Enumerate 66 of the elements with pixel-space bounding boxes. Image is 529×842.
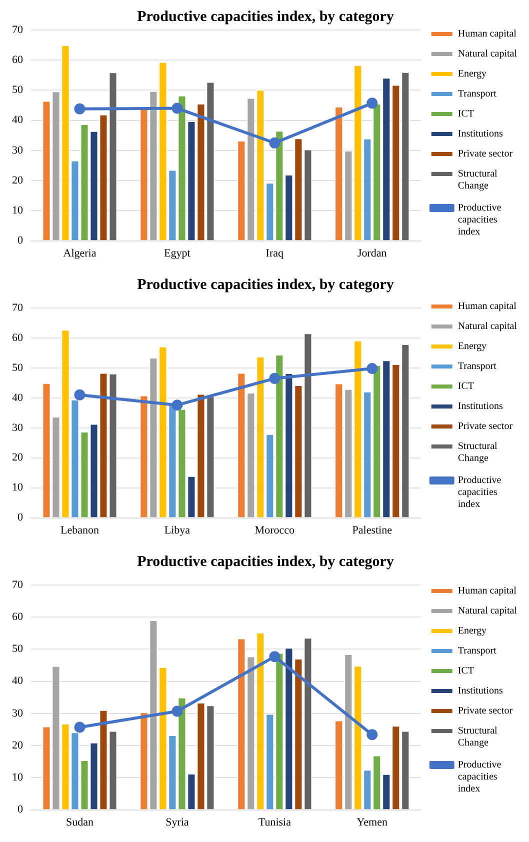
legend-label: ICT (458, 108, 474, 120)
legend-label: Productive capacities index (458, 760, 502, 795)
x-tick-label: Lebanon (60, 524, 100, 536)
legend-label: Private sector (458, 148, 514, 160)
legend-label: Natural capital (458, 321, 518, 332)
legend-label: Transport (458, 88, 497, 100)
x-tick-label: Syria (166, 816, 189, 828)
y-tick-label: 20 (12, 452, 24, 464)
x-tick-label: Yemen (356, 816, 388, 828)
legend-label: Private sector (458, 706, 514, 717)
y-tick-label: 0 (18, 234, 24, 247)
legend-label: Institutions (458, 401, 503, 412)
y-tick-label: 60 (12, 332, 24, 344)
legend-label: Structural Change (458, 168, 498, 192)
y-tick-label: 70 (12, 24, 24, 36)
legend-label: Structural Change (458, 726, 498, 749)
y-tick-label: 40 (12, 114, 24, 126)
legend-label: Institutions (458, 686, 503, 697)
y-tick-label: 20 (12, 174, 24, 186)
legend-label: Energy (458, 341, 487, 352)
legend-label: Productive capacities index (458, 475, 502, 510)
legend-label: Transport (458, 361, 497, 372)
legend-label: ICT (458, 381, 474, 392)
x-tick-label: Jordan (357, 247, 388, 260)
y-tick-label: 10 (12, 204, 24, 217)
x-tick-label: Egypt (164, 247, 190, 260)
legend-label: Human capital (458, 586, 517, 597)
y-tick-label: 20 (12, 739, 24, 752)
x-tick-label: Sudan (66, 816, 94, 828)
legend-label: Productive capacities index (458, 202, 502, 238)
legend-label: Institutions (458, 128, 503, 140)
x-tick-label: Palestine (352, 524, 392, 536)
legend-label: Energy (458, 626, 487, 637)
legend-label: Human capital (458, 301, 517, 312)
chart-title: Productive capacities index, by category (137, 554, 394, 570)
y-tick-label: 60 (12, 611, 24, 624)
x-tick-label: Iraq (266, 247, 284, 260)
chart-title: Productive capacities index, by category (137, 276, 394, 293)
y-tick-label: 60 (12, 54, 24, 66)
y-tick-label: 70 (12, 302, 24, 314)
y-tick-label: 50 (12, 84, 24, 96)
legend-label: Natural capital (458, 606, 518, 617)
legend-label: Structural Change (458, 441, 498, 464)
y-tick-label: 30 (12, 707, 24, 720)
x-tick-label: Algeria (63, 247, 96, 260)
legend-label: Transport (458, 646, 497, 657)
legend-label: Energy (458, 68, 487, 80)
legend-label: Natural capital (458, 48, 518, 60)
y-tick-label: 0 (18, 804, 24, 816)
x-tick-label: Libya (164, 524, 190, 536)
y-tick-label: 30 (12, 144, 24, 156)
y-tick-label: 40 (12, 675, 24, 688)
y-tick-label: 10 (12, 772, 24, 784)
legend-label: Human capital (458, 28, 517, 40)
x-tick-label: Morocco (254, 524, 296, 536)
y-tick-label: 0 (18, 512, 24, 524)
y-tick-label: 70 (12, 578, 24, 591)
legend-label: ICT (458, 666, 474, 677)
y-tick-label: 40 (12, 392, 24, 404)
y-tick-label: 30 (12, 422, 24, 434)
legend-label: Private sector (458, 421, 514, 432)
y-tick-label: 50 (12, 362, 24, 374)
x-tick-label: Tunisia (258, 816, 292, 828)
y-tick-label: 50 (12, 643, 24, 656)
y-tick-label: 10 (12, 482, 24, 494)
chart-title: Productive capacities index, by category (137, 8, 394, 25)
